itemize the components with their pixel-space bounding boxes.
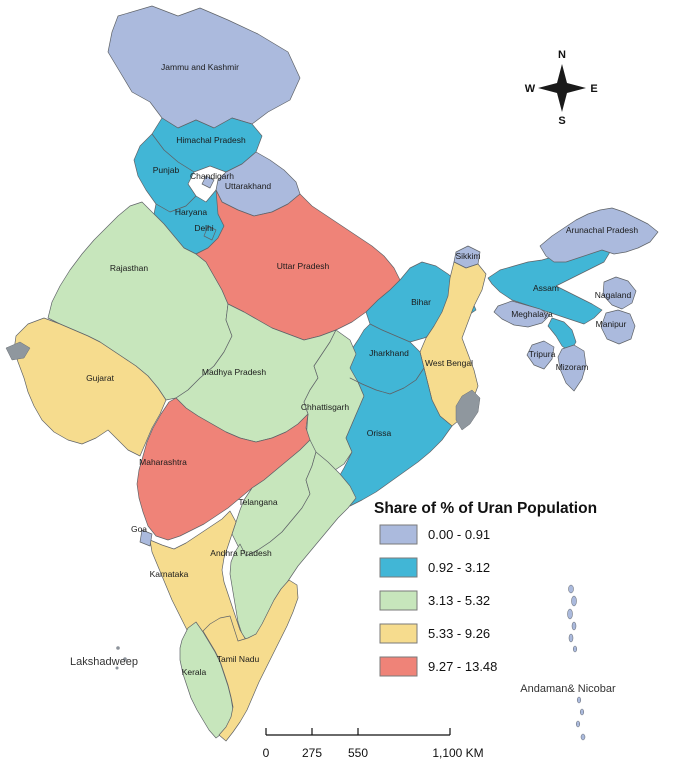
- state-label: Orissa: [367, 428, 392, 438]
- state-label: Uttarakhand: [225, 181, 272, 191]
- state-label: Sikkim: [455, 251, 480, 261]
- legend-class-label: 5.33 - 9.26: [428, 626, 490, 641]
- state-label: Nagaland: [595, 290, 632, 300]
- legend-title: Share of % of Uran Population: [374, 500, 597, 517]
- lakshadweep-islands: [115, 646, 127, 670]
- island-dot: [115, 666, 119, 670]
- state-delhi: [203, 225, 217, 241]
- legend-swatch: [379, 623, 418, 644]
- scale-tick-label: 550: [348, 746, 368, 760]
- state-label: Arunachal Pradesh: [566, 225, 639, 235]
- state-label: Haryana: [175, 207, 207, 217]
- scale-end-label: 1,100 KM: [432, 746, 483, 760]
- legend-class-label: 9.27 - 13.48: [428, 659, 497, 674]
- estuary-areas: [5, 341, 481, 431]
- state-label: Chhattisgarh: [301, 402, 349, 412]
- delta-gray-area: [455, 389, 481, 431]
- state-label: Chandigarh: [190, 171, 234, 181]
- state-arunachal-pradesh: [539, 207, 659, 263]
- state-manipur: [600, 309, 636, 345]
- state-tamil-nadu: [202, 579, 299, 742]
- state-label: Mizoram: [556, 362, 589, 372]
- state-label: Madhya Pradesh: [202, 367, 267, 377]
- island-dot: [576, 696, 582, 704]
- state-gujarat: [13, 317, 167, 457]
- compass-rose: N W E S: [525, 49, 598, 127]
- state-label: Tripura: [529, 349, 556, 359]
- legend: Share of % of Uran Population 0.00 - 0.9…: [374, 500, 597, 677]
- state-meghalaya: [493, 300, 551, 328]
- state-labels-layer: Jammu and Kashmir Himachal Pradesh Punja…: [70, 62, 638, 695]
- state-label: Maharashtra: [139, 457, 187, 467]
- state-orissa: [335, 367, 453, 507]
- state-label: Tamil Nadu: [217, 654, 260, 664]
- state-label: Manipur: [596, 319, 627, 329]
- island-dot: [579, 708, 585, 716]
- state-label: Andaman& Nicobar: [520, 683, 616, 695]
- compass-star-icon: [538, 64, 586, 112]
- island-dot: [572, 645, 578, 653]
- island-dot: [568, 633, 574, 643]
- legend-class-label: 0.92 - 3.12: [428, 560, 490, 575]
- island-dot: [116, 646, 120, 650]
- legend-swatch: [379, 524, 418, 545]
- legend-swatch: [379, 656, 418, 677]
- island-dot: [580, 733, 586, 741]
- state-label: Jharkhand: [369, 348, 409, 358]
- kutch-gray-area: [5, 341, 31, 361]
- island-dot: [571, 595, 577, 607]
- state-label: Delhi: [194, 223, 213, 233]
- scale-tick-label: 0: [263, 746, 270, 760]
- state-label: Telangana: [238, 497, 278, 507]
- island-dot: [567, 608, 573, 620]
- scale-tick-label: 275: [302, 746, 322, 760]
- state-goa: [139, 529, 153, 547]
- state-nagaland: [602, 276, 637, 310]
- state-label: Rajasthan: [110, 263, 149, 273]
- state-label: Assam: [533, 283, 559, 293]
- state-label: Uttar Pradesh: [277, 261, 330, 271]
- island-dot: [568, 584, 574, 594]
- island-dot: [571, 621, 577, 631]
- state-label: Jammu and Kashmir: [161, 62, 239, 72]
- states-layer: [13, 5, 659, 742]
- compass-east-label: E: [590, 83, 597, 95]
- state-label: Himachal Pradesh: [176, 135, 246, 145]
- legend-class-label: 3.13 - 5.32: [428, 593, 490, 608]
- legend-class-label: 0.00 - 0.91: [428, 527, 490, 542]
- state-label: Andhra Pradesh: [210, 548, 272, 558]
- state-label: Meghalaya: [511, 309, 553, 319]
- state-label: West Bengal: [425, 358, 473, 368]
- compass-west-label: W: [525, 83, 536, 95]
- state-label: Bihar: [411, 297, 431, 307]
- andaman-nicobar-islands: [567, 584, 586, 741]
- island-dot: [123, 657, 127, 661]
- state-tripura: [526, 340, 555, 370]
- state-label: Goa: [131, 524, 147, 534]
- state-label: Punjab: [153, 165, 180, 175]
- legend-swatch: [379, 590, 418, 611]
- compass-south-label: S: [558, 115, 565, 127]
- state-label: Gujarat: [86, 373, 115, 383]
- state-assam: [487, 248, 611, 353]
- state-mizoram: [557, 344, 587, 392]
- scale-bar: 0 275 550 1,100 KM: [263, 728, 484, 760]
- state-label: Kerala: [182, 667, 207, 677]
- compass-north-label: N: [558, 49, 566, 61]
- state-label: Karnataka: [150, 569, 189, 579]
- state-maharashtra: [136, 397, 311, 541]
- state-label: Lakshadweep: [70, 656, 138, 668]
- state-chandigarh: [201, 175, 215, 189]
- island-dot: [575, 720, 581, 728]
- legend-swatch: [379, 557, 418, 578]
